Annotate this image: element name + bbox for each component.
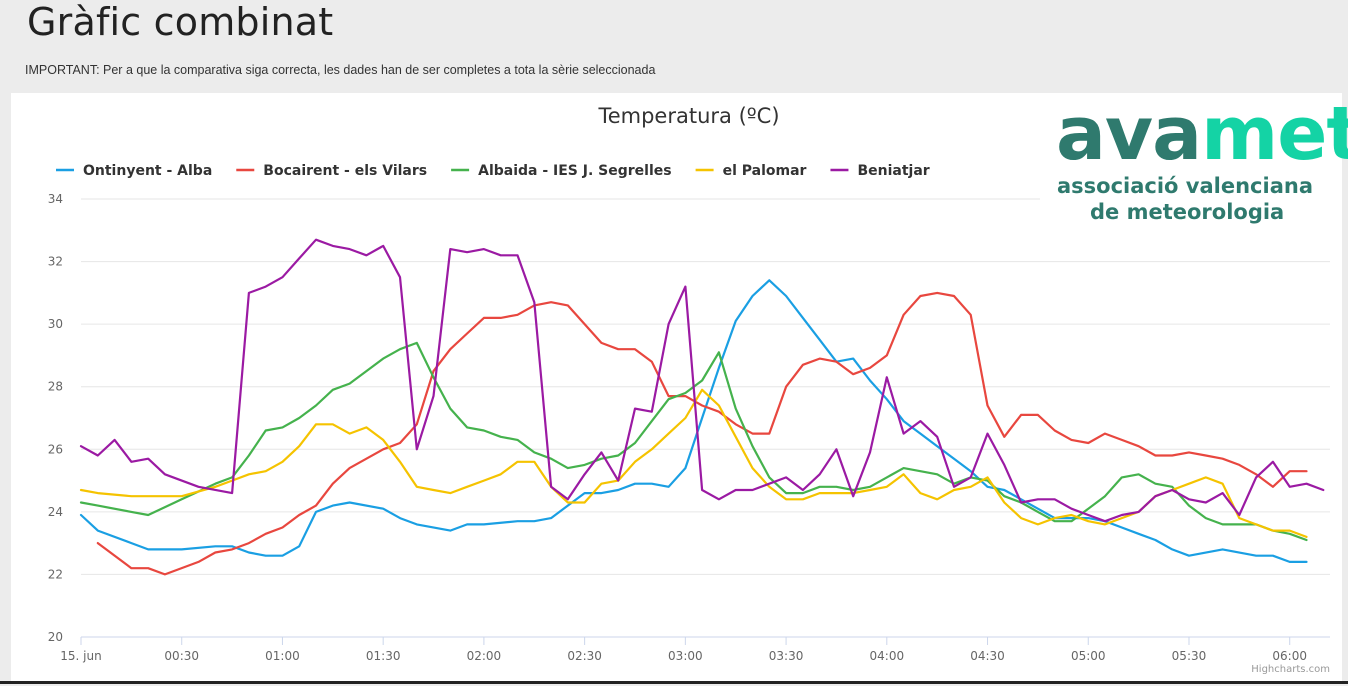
x-tick-label: 02:30: [567, 649, 602, 663]
series-line-4[interactable]: [79, 388, 1308, 538]
x-tick-label: 03:30: [769, 649, 804, 663]
x-axis: 15. jun 00:30 01:00 01:30 02:00 02:30 03:00 03:…: [60, 637, 1307, 663]
x-tick-label: 03:00: [668, 649, 703, 663]
temperature-chart: 20 22 24 26 28 30 32 34 15. jun 00:30 01:00 01:30 0…: [48, 104, 1330, 675]
legend: Ontinyent - Alba Bocairent - els Vilars Al…: [56, 163, 930, 179]
legend-label[interactable]: Beniatjar: [857, 163, 929, 179]
logo-wordmark-part1: ava: [1056, 91, 1202, 177]
logo-subtitle-line1: associació valenciana: [1057, 174, 1313, 198]
y-tick-label: 24: [48, 505, 63, 519]
y-tick-label: 20: [48, 630, 63, 644]
logo-wordmark: avamet: [1056, 91, 1348, 177]
legend-item[interactable]: el Palomar: [695, 163, 807, 179]
x-tick-label: 04:00: [870, 649, 905, 663]
x-tick-label: 05:30: [1172, 649, 1207, 663]
page-title: Gràfic combinat: [27, 0, 334, 44]
x-tick-label: 00:30: [164, 649, 199, 663]
legend-item[interactable]: Ontinyent - Alba: [56, 163, 212, 179]
bottom-border: [0, 681, 1348, 684]
series-line-2[interactable]: [96, 291, 1308, 576]
legend-label[interactable]: Albaida - IES J. Segrelles: [478, 163, 671, 179]
x-tick-label: 04:30: [970, 649, 1005, 663]
important-notice: IMPORTANT: Per a que la comparativa siga…: [25, 63, 656, 77]
x-tick-label: 01:30: [366, 649, 401, 663]
x-tick-label: 15. jun: [60, 649, 101, 663]
x-tick-label: 05:00: [1071, 649, 1106, 663]
legend-item[interactable]: Bocairent - els Vilars: [236, 163, 427, 179]
series-line-3[interactable]: [79, 341, 1308, 542]
chart-title: Temperatura (ºC): [597, 104, 779, 128]
legend-label[interactable]: Bocairent - els Vilars: [263, 163, 427, 179]
grid-lines: 20 22 24 26 28 30 32 34: [48, 192, 1330, 644]
series-line-5[interactable]: [79, 238, 1325, 523]
y-tick-label: 30: [48, 317, 63, 331]
logo-wordmark-part2: met: [1201, 91, 1348, 177]
legend-item[interactable]: Albaida - IES J. Segrelles: [451, 163, 672, 179]
series-line-1[interactable]: [79, 279, 1308, 563]
y-tick-label: 28: [48, 380, 63, 394]
logo-subtitle-line2: de meteorologia: [1090, 200, 1285, 224]
x-tick-label: 02:00: [467, 649, 502, 663]
series-lines: [79, 238, 1325, 576]
x-tick-label: 01:00: [265, 649, 300, 663]
highcharts-credit[interactable]: Highcharts.com: [1251, 664, 1330, 675]
legend-label[interactable]: Ontinyent - Alba: [83, 163, 212, 179]
legend-item[interactable]: Beniatjar: [830, 163, 930, 179]
y-tick-label: 32: [48, 255, 63, 269]
avamet-logo: avamet associació valenciana de meteorol…: [1040, 93, 1348, 233]
y-tick-label: 34: [48, 192, 63, 206]
y-tick-label: 22: [48, 567, 63, 581]
legend-label[interactable]: el Palomar: [723, 163, 807, 179]
x-tick-label: 06:00: [1272, 649, 1307, 663]
y-tick-label: 26: [48, 442, 63, 456]
